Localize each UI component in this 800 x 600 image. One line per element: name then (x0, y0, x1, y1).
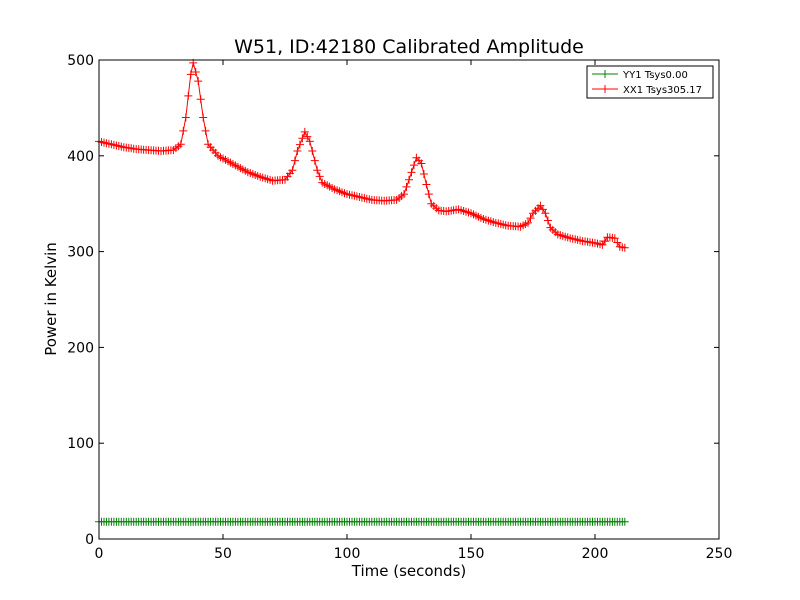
x-tick-label: 50 (214, 546, 232, 562)
y-tick-label: 500 (67, 53, 94, 69)
y-tick-label: 200 (67, 340, 94, 356)
plot-area (99, 60, 719, 539)
series-markers (613, 238, 629, 252)
x-tick-label: 200 (582, 546, 609, 562)
y-tick-label: 0 (85, 532, 94, 548)
legend-label: YY1 Tsys0.00 (622, 70, 688, 81)
series-markers (600, 233, 619, 246)
legend-box (586, 65, 714, 99)
plot-frame (98, 59, 720, 540)
legend: YY1 Tsys0.00 XX1 Tsys305.17 (586, 65, 714, 99)
x-tick-label: 100 (334, 546, 361, 562)
x-tick-label: 250 (706, 546, 733, 562)
legend-marker (601, 85, 609, 93)
legend-label: XX1 Tsys305.17 (623, 85, 702, 96)
y-axis-label: Power in Kelvin (42, 242, 60, 356)
x-axis-label: Time (seconds) (351, 562, 467, 580)
ticks-layer: 0 50 100 150 200 250 0 100 200 300 400 500 (67, 53, 732, 562)
x-tick-label: 0 (95, 546, 104, 562)
chart-title: W51, ID:42180 Calibrated Amplitude (234, 36, 584, 58)
y-tick-label: 400 (67, 149, 94, 165)
y-tick-label: 300 (67, 245, 94, 261)
x-tick-label: 150 (458, 546, 485, 562)
legend-marker (601, 70, 609, 78)
y-tick-label: 100 (67, 436, 94, 452)
